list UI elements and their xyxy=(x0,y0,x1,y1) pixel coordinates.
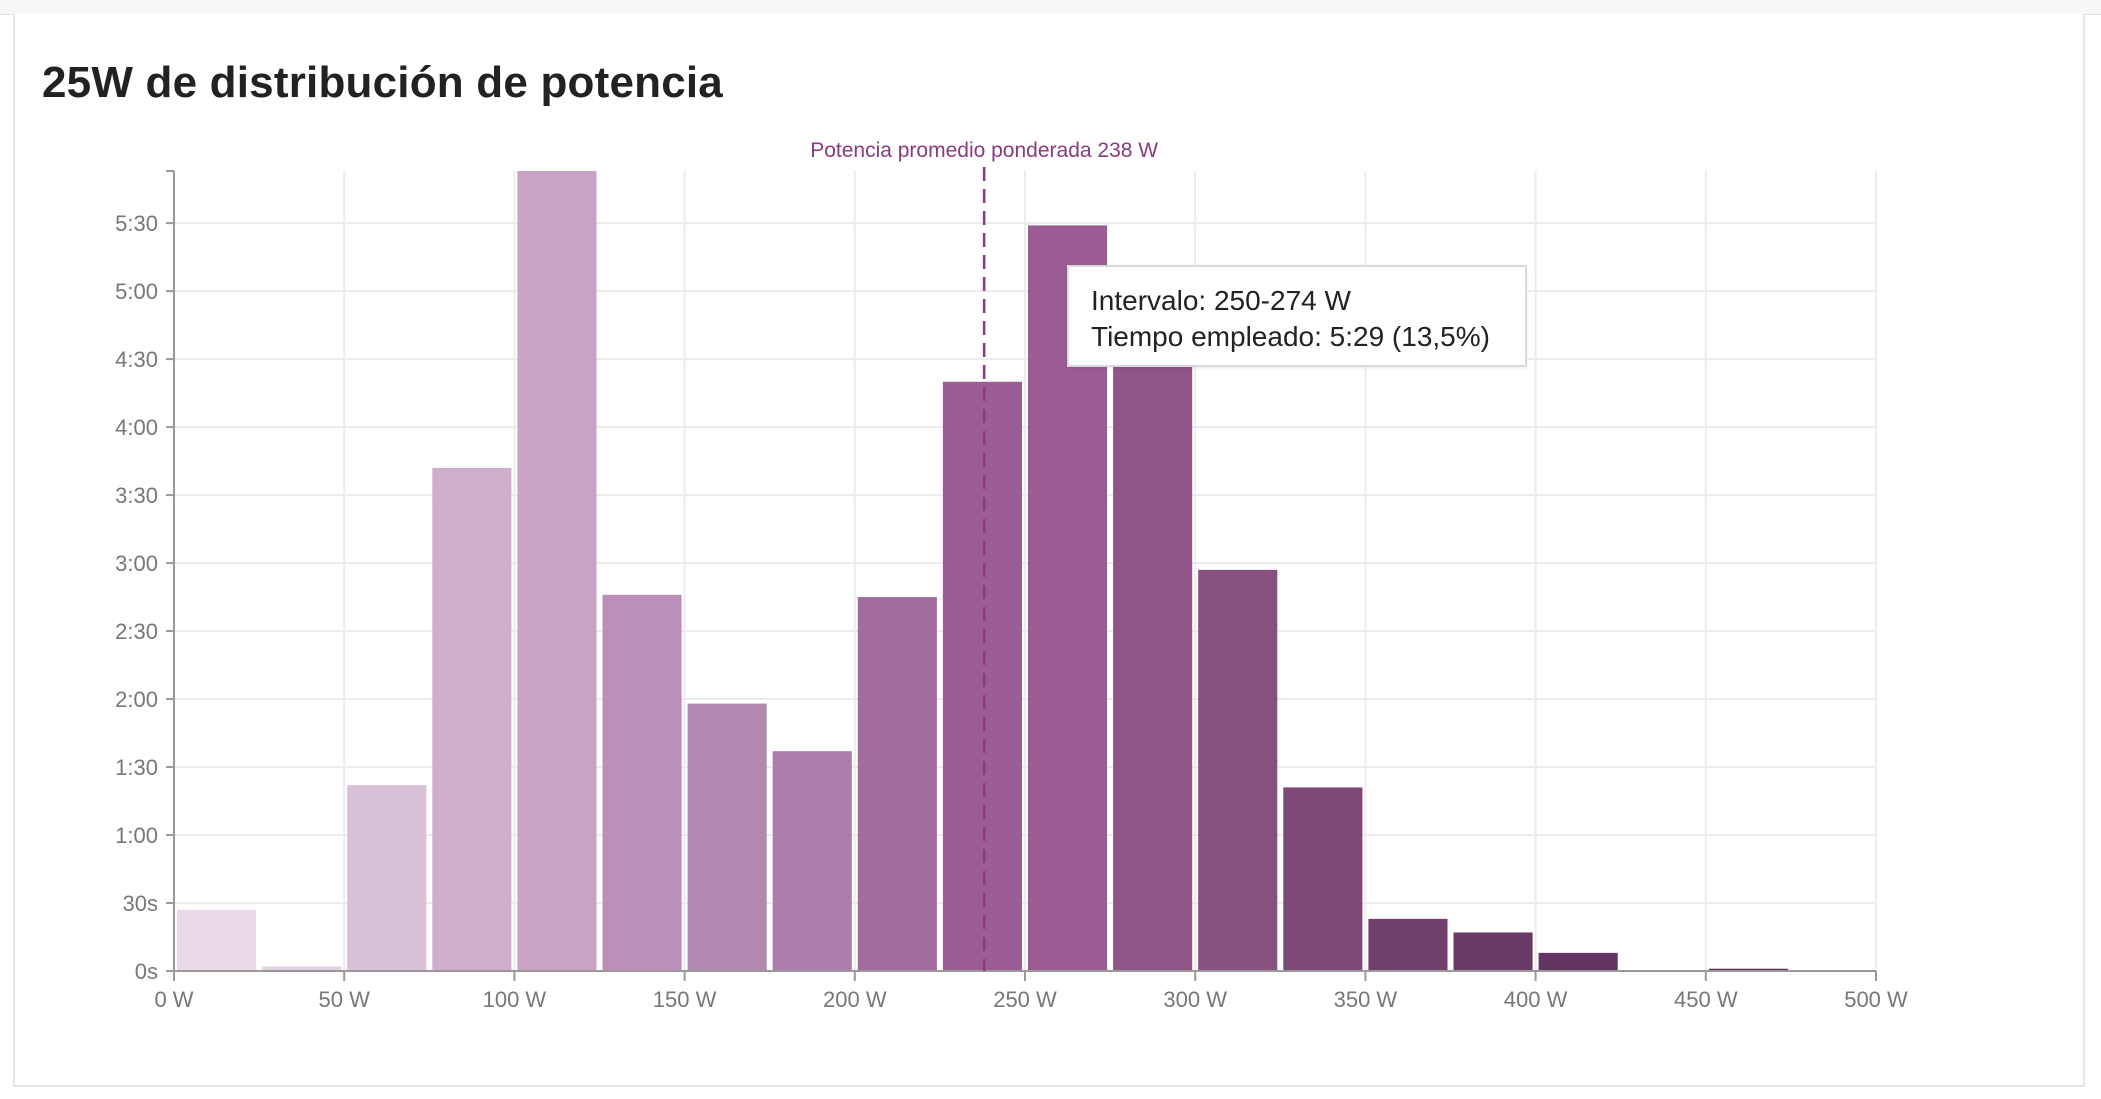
tooltip-interval: Intervalo: 250-274 W xyxy=(1091,285,1351,316)
tooltip-time-spent: Tiempo empleado: 5:29 (13,5%) xyxy=(1091,321,1490,352)
y-tick-label: 4:30 xyxy=(115,347,158,372)
y-tick-label: 5:30 xyxy=(115,211,158,236)
x-tick-label: 350 W xyxy=(1334,987,1398,1012)
histogram-bar[interactable] xyxy=(857,597,937,971)
histogram-bar[interactable] xyxy=(1453,932,1533,971)
histogram-bar[interactable] xyxy=(1113,291,1193,972)
y-tick-label: 1:30 xyxy=(115,755,158,780)
reference-line-label: Potencia promedio ponderada 238 W xyxy=(810,139,1158,162)
y-tick-label: 2:30 xyxy=(115,619,158,644)
histogram-bar[interactable] xyxy=(347,785,427,971)
y-tick-label: 1:00 xyxy=(115,823,158,848)
card-title: 25W de distribución de potencia xyxy=(42,58,723,107)
y-tick-label: 2:00 xyxy=(115,687,158,712)
grid-lines xyxy=(174,171,1877,971)
x-tick-label: 250 W xyxy=(993,987,1057,1012)
x-tick-label: 300 W xyxy=(1163,987,1227,1012)
histogram-bar[interactable] xyxy=(1283,787,1363,971)
x-tick-label: 150 W xyxy=(653,987,717,1012)
y-tick-label: 0s xyxy=(135,959,158,984)
histogram-bar[interactable] xyxy=(687,703,767,971)
x-tick-label: 0 W xyxy=(154,987,193,1012)
histogram-bar[interactable] xyxy=(177,909,257,971)
x-tick-label: 400 W xyxy=(1504,987,1568,1012)
axes: 0s 30s 1:00 1:30 2:00 2:30 3:00 3:30 4:00 4:30 5:0… xyxy=(115,170,1908,1012)
x-tick-label: 50 W xyxy=(319,987,371,1012)
histogram-bars[interactable] xyxy=(177,171,1788,972)
x-tick-label: 100 W xyxy=(483,987,547,1012)
reference-line-group: Potencia promedio ponderada 238 W xyxy=(810,139,1158,971)
y-tick-label: 3:00 xyxy=(115,551,158,576)
histogram-bar[interactable] xyxy=(942,381,1022,971)
x-tick-label: 500 W xyxy=(1844,987,1908,1012)
y-tick-label: 30s xyxy=(123,891,158,916)
histogram-bar[interactable] xyxy=(1538,952,1618,971)
y-tick-label: 3:30 xyxy=(115,483,158,508)
histogram-bar[interactable] xyxy=(517,171,597,971)
histogram-bar[interactable] xyxy=(772,751,852,971)
histogram-bar[interactable] xyxy=(432,467,512,971)
y-tick-label: 4:00 xyxy=(115,415,158,440)
histogram-bar[interactable] xyxy=(1368,918,1448,971)
histogram-bar[interactable] xyxy=(1198,569,1278,971)
histogram-bar[interactable] xyxy=(1708,968,1788,971)
x-tick-label: 200 W xyxy=(823,987,887,1012)
y-tick-label: 5:00 xyxy=(115,279,158,304)
histogram-bar[interactable] xyxy=(262,966,342,971)
histogram-bar[interactable] xyxy=(602,594,682,971)
bar-tooltip: Intervalo: 250-274 W Tiempo empleado: 5:… xyxy=(1067,265,1527,367)
x-tick-label: 450 W xyxy=(1674,987,1738,1012)
